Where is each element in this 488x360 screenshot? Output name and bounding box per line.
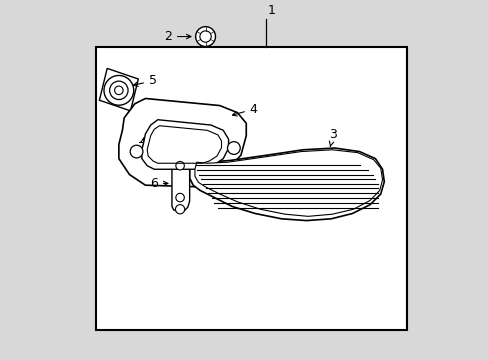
Polygon shape	[172, 155, 189, 212]
Bar	[96, 47, 407, 330]
Text: 7: 7	[138, 138, 145, 154]
Polygon shape	[99, 68, 138, 111]
Text: 2: 2	[164, 30, 190, 43]
Text: 6: 6	[150, 177, 167, 190]
Ellipse shape	[134, 117, 153, 130]
Circle shape	[175, 204, 184, 214]
Text: 1: 1	[267, 4, 275, 17]
Text: 4: 4	[232, 103, 257, 116]
Circle shape	[176, 193, 184, 202]
Polygon shape	[119, 99, 246, 187]
Circle shape	[176, 162, 184, 170]
Text: 3: 3	[329, 128, 337, 147]
Circle shape	[104, 76, 133, 105]
Circle shape	[195, 27, 215, 46]
Circle shape	[227, 141, 240, 154]
Text: 5: 5	[133, 74, 157, 87]
Polygon shape	[189, 148, 384, 221]
Polygon shape	[195, 150, 382, 216]
Circle shape	[130, 145, 142, 158]
Polygon shape	[142, 120, 228, 169]
Polygon shape	[139, 130, 147, 133]
